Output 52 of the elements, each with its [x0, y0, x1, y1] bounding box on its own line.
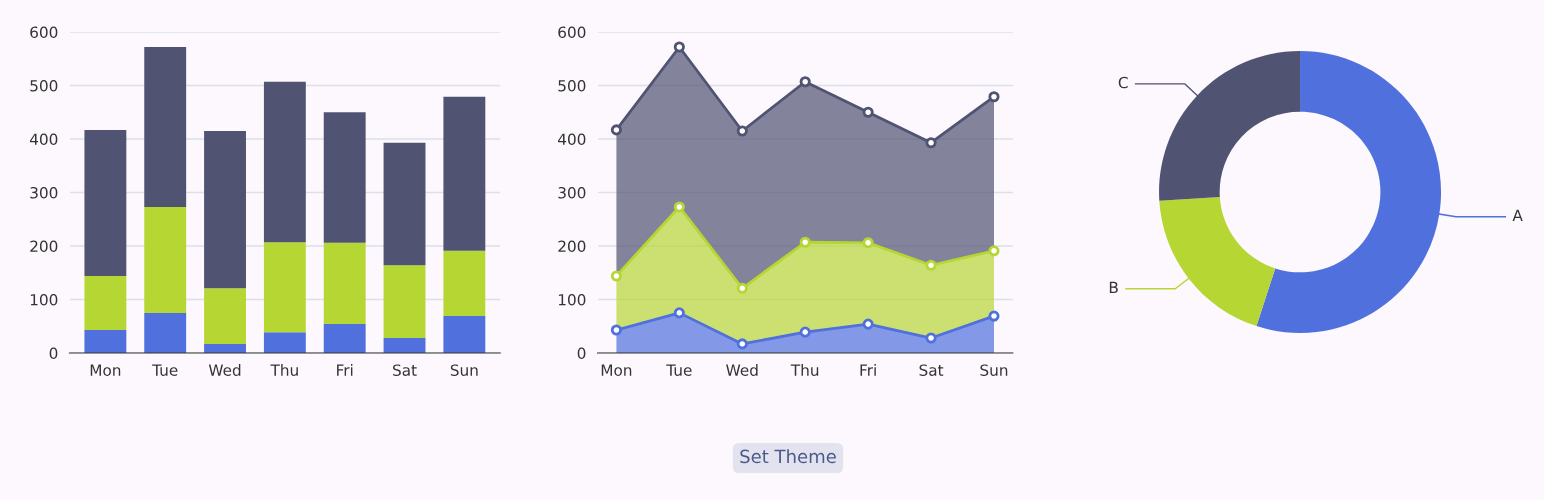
- y-tick-label: 500: [30, 79, 58, 92]
- x-tick-label: Sun: [450, 364, 478, 376]
- y-tick-label: 100: [558, 293, 586, 306]
- bar: [383, 142, 426, 266]
- x-tick-label: Sat: [393, 364, 417, 376]
- bar: [204, 288, 246, 344]
- bar: [144, 206, 187, 313]
- y-tick-label: 200: [558, 240, 586, 253]
- bar: [323, 324, 366, 353]
- bar: [84, 329, 127, 353]
- y-tick-label: 300: [30, 186, 58, 199]
- x-tick-label: Mon: [90, 364, 121, 376]
- bar: [263, 242, 306, 333]
- x-tick-label: Fri: [337, 364, 353, 376]
- bar: [323, 112, 366, 243]
- x-tick-label: Mon: [601, 364, 632, 376]
- y-tick-label: 400: [558, 133, 586, 146]
- x-tick-label: Sat: [919, 364, 944, 376]
- y-tick-label: 400: [29, 133, 58, 146]
- slice-label: C: [1118, 76, 1128, 89]
- y-tick-label: 600: [558, 26, 586, 39]
- bar: [204, 130, 246, 289]
- bar: [144, 312, 187, 353]
- y-tick-label: 600: [30, 26, 58, 39]
- bar: [263, 81, 306, 243]
- x-tick-label: Sun: [980, 364, 1008, 376]
- x-tick-label: Thu: [790, 364, 819, 376]
- y-tick-label: 0: [49, 347, 58, 360]
- bar: [383, 338, 426, 353]
- x-tick-label: Wed: [208, 364, 241, 376]
- slice-label: A: [1512, 209, 1523, 221]
- bar: [323, 242, 366, 325]
- x-tick-label: Tue: [152, 364, 178, 376]
- bar: [84, 275, 127, 330]
- slice-label: B: [1109, 281, 1118, 294]
- bar: [383, 265, 426, 339]
- bar: [443, 96, 486, 251]
- x-tick-label: Fri: [860, 364, 876, 376]
- bar: [263, 332, 306, 353]
- y-tick-label: 0: [577, 347, 586, 360]
- x-tick-label: Wed: [726, 364, 758, 376]
- x-tick-label: Tue: [666, 364, 692, 376]
- bar: [84, 129, 127, 276]
- y-tick-label: 300: [558, 186, 586, 199]
- bar: [443, 250, 486, 317]
- y-tick-label: 100: [30, 293, 58, 306]
- y-tick-label: 200: [30, 240, 58, 253]
- y-tick-label: 500: [558, 79, 586, 92]
- text: Set Theme: [740, 449, 836, 464]
- bar: [443, 316, 486, 353]
- x-tick-label: Thu: [270, 364, 298, 376]
- bar: [144, 46, 187, 207]
